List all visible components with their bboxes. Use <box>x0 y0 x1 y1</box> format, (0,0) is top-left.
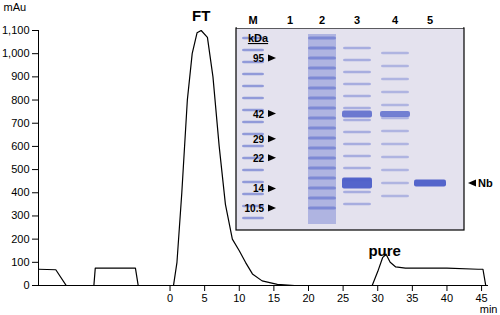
svg-text:35: 35 <box>406 292 418 304</box>
svg-text:40: 40 <box>441 292 453 304</box>
svg-text:5: 5 <box>427 14 433 26</box>
svg-text:1,100: 1,100 <box>2 24 30 36</box>
svg-text:min: min <box>480 303 498 315</box>
svg-text:0: 0 <box>167 292 173 304</box>
svg-text:300: 300 <box>11 209 29 221</box>
svg-text:30: 30 <box>372 292 384 304</box>
svg-text:29: 29 <box>253 134 265 145</box>
svg-text:14: 14 <box>253 183 265 194</box>
svg-text:42: 42 <box>253 109 265 120</box>
svg-text:95: 95 <box>253 53 265 64</box>
svg-text:25: 25 <box>337 292 349 304</box>
svg-text:22: 22 <box>253 153 265 164</box>
svg-text:1,000: 1,000 <box>2 47 30 59</box>
svg-text:100: 100 <box>11 256 29 268</box>
svg-text:10: 10 <box>233 292 245 304</box>
svg-text:20: 20 <box>302 292 314 304</box>
svg-text:FT: FT <box>192 7 210 24</box>
svg-text:pure: pure <box>368 242 401 259</box>
svg-text:2: 2 <box>319 14 325 26</box>
svg-text:M: M <box>248 14 257 26</box>
svg-text:15: 15 <box>268 292 280 304</box>
svg-text:0: 0 <box>23 279 29 291</box>
svg-text:500: 500 <box>11 163 29 175</box>
svg-text:Nb: Nb <box>478 177 493 189</box>
svg-text:45: 45 <box>475 292 488 305</box>
svg-text:200: 200 <box>11 233 29 245</box>
svg-text:600: 600 <box>11 140 29 152</box>
svg-text:800: 800 <box>11 94 29 106</box>
svg-text:700: 700 <box>11 117 29 129</box>
svg-text:10.5: 10.5 <box>245 203 265 214</box>
svg-text:5: 5 <box>202 292 208 304</box>
svg-text:4: 4 <box>392 14 399 26</box>
svg-text:900: 900 <box>11 70 29 82</box>
svg-text:1: 1 <box>287 14 293 26</box>
svg-text:3: 3 <box>354 14 360 26</box>
svg-text:400: 400 <box>11 186 29 198</box>
svg-text:mAu: mAu <box>4 1 27 13</box>
svg-text:kDa: kDa <box>248 32 269 44</box>
